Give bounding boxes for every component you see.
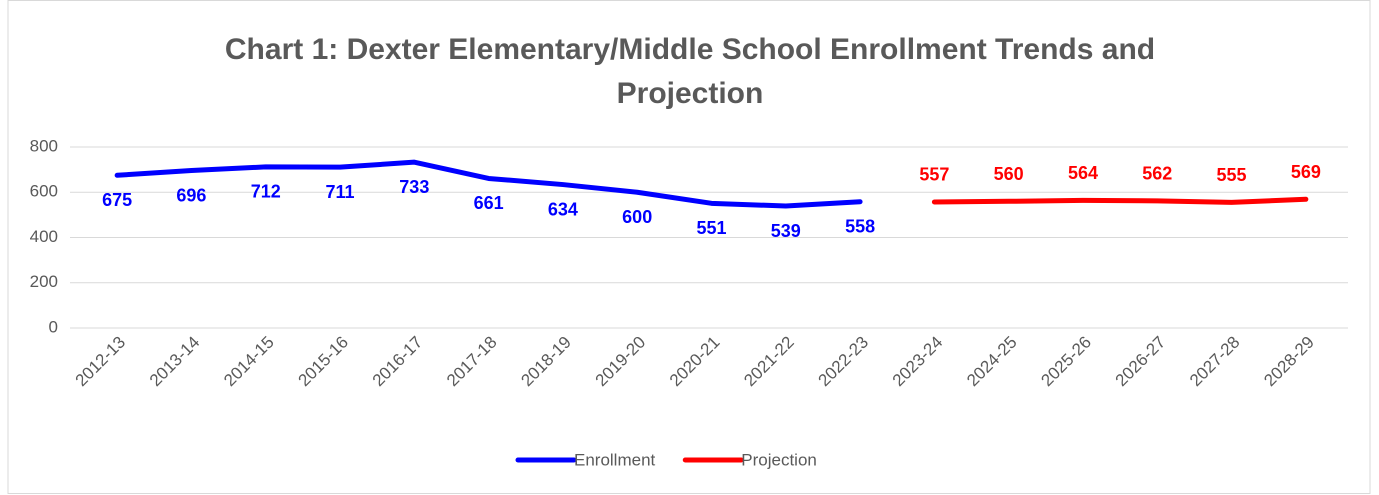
x-tick-label: 2021-22 xyxy=(740,333,798,391)
data-label: 560 xyxy=(994,164,1024,184)
x-tick-label: 2025-26 xyxy=(1037,333,1095,391)
data-label: 564 xyxy=(1068,163,1098,183)
data-label: 569 xyxy=(1291,162,1321,182)
data-label: 675 xyxy=(102,190,132,210)
x-tick-label: 2017-18 xyxy=(443,333,501,391)
data-label: 600 xyxy=(622,207,652,227)
series-line xyxy=(114,159,863,209)
data-label: 661 xyxy=(474,193,504,213)
x-tick-label: 2019-20 xyxy=(592,333,650,391)
y-tick-label: 0 xyxy=(49,317,58,336)
chart-title: Chart 1: Dexter Elementary/Middle School… xyxy=(224,33,1156,110)
x-tick-label: 2023-24 xyxy=(889,333,947,391)
x-tick-label: 2018-19 xyxy=(517,333,575,391)
x-tick-label: 2014-15 xyxy=(220,333,278,391)
chart-border xyxy=(7,0,1371,494)
y-tick-label: 800 xyxy=(30,136,58,155)
x-tick-label: 2027-28 xyxy=(1186,333,1244,391)
x-tick-label: 2028-29 xyxy=(1260,333,1318,391)
data-label: 558 xyxy=(845,217,875,237)
data-label: 711 xyxy=(326,182,355,202)
legend-label: Projection xyxy=(741,450,817,469)
x-tick-label: 2020-21 xyxy=(666,333,724,391)
series-line xyxy=(931,196,1309,205)
x-tick-label: 2012-13 xyxy=(72,333,130,391)
data-label: 712 xyxy=(251,182,281,202)
data-label: 562 xyxy=(1142,164,1172,184)
x-tick-label: 2013-14 xyxy=(146,333,204,391)
x-tick-label: 2024-25 xyxy=(963,333,1021,391)
data-label: 733 xyxy=(399,177,429,197)
y-tick-label: 600 xyxy=(30,182,58,201)
x-tick-label: 2022-23 xyxy=(815,333,873,391)
data-label: 555 xyxy=(1217,165,1247,185)
y-tick-label: 400 xyxy=(30,227,58,246)
data-label: 634 xyxy=(548,199,578,219)
x-tick-label: 2026-27 xyxy=(1112,333,1170,391)
data-label: 557 xyxy=(919,165,949,185)
x-tick-label: 2015-16 xyxy=(294,333,352,391)
y-tick-label: 200 xyxy=(30,272,58,291)
data-label: 551 xyxy=(696,218,726,238)
data-label: 696 xyxy=(176,185,206,205)
data-label: 539 xyxy=(771,221,801,241)
x-tick-label: 2016-17 xyxy=(369,333,427,391)
legend-label: Enrollment xyxy=(574,450,656,469)
